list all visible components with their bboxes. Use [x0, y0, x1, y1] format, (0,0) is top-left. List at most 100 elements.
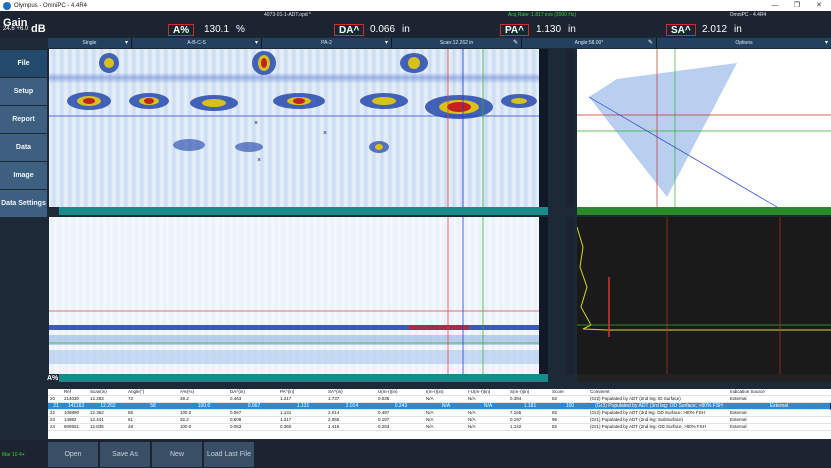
cscan-band	[49, 325, 548, 330]
readout-da[interactable]: DA^ 0.066 in	[334, 24, 484, 36]
column-header[interactable]: U(m-r)(in)	[378, 389, 398, 394]
angle-field[interactable]: Angle:58.00° ✎	[522, 38, 657, 48]
column-header[interactable]: Comment	[590, 389, 610, 394]
table-cell: (Gr2) Populated by ADT (2nd leg: ID Surf…	[590, 396, 681, 401]
beam-line	[588, 96, 778, 207]
cscan-horizontal-ruler[interactable]	[59, 374, 548, 382]
column-header[interactable]: Angle(°)	[128, 389, 145, 394]
column-header[interactable]: DA^(in)	[230, 389, 245, 394]
column-header[interactable]: S(m-r)(in)	[510, 389, 530, 394]
table-cell: 20	[50, 396, 56, 401]
minimize-button[interactable]: —	[771, 2, 779, 9]
table-cell: 0.394	[510, 396, 522, 401]
table-cell: 100	[565, 403, 575, 409]
window-title: Olympus - OmniPC - 4.4R4	[14, 2, 88, 9]
title-bar: Olympus - OmniPC - 4.4R4 — ❐ ✕	[0, 0, 831, 11]
table-cell: 58	[150, 403, 156, 409]
new-button[interactable]: New	[152, 442, 202, 467]
readout-a-percent[interactable]: A% 130.1 %	[168, 24, 318, 36]
table-cell: 1.131	[280, 410, 292, 415]
table-cell: 72	[128, 396, 134, 401]
cscan-image	[49, 217, 548, 374]
file-name: 4073-01-1-ADT.opd *	[264, 12, 311, 18]
column-header[interactable]	[48, 389, 62, 395]
table-cell: 1.181	[523, 403, 537, 409]
indication-marker[interactable]: ×	[257, 157, 261, 164]
group-select[interactable]: PA-2 ▾	[262, 38, 392, 48]
table-cell: N/A	[483, 403, 493, 409]
table-row[interactable]: 24 609551 12.835 48 100.0 0.053 0.360 1.415 0.25…	[48, 424, 831, 431]
sscan-horizontal-ruler[interactable]	[577, 207, 831, 215]
sidebar-item-file[interactable]: File	[0, 50, 47, 77]
column-header[interactable]: I-U(m-r)(in)	[468, 389, 491, 394]
options-select[interactable]: Options ▾	[657, 38, 831, 48]
table-row[interactable]: 22 109890 12.362 56 100.0 0.067 1.131 2.014 0.49…	[48, 410, 831, 417]
column-header[interactable]: SA^(in)	[328, 389, 343, 394]
close-button[interactable]: ✕	[816, 2, 822, 9]
load-last-file-button[interactable]: Load Last File	[204, 442, 254, 467]
ascan-view[interactable]	[577, 217, 831, 374]
readout-value: 0.066	[370, 24, 396, 35]
table-row[interactable]: 23 14982 12.441 61 32.2 0.609 1.317 2.055 0.197 N…	[48, 417, 831, 424]
layout-select[interactable]: Single ▾	[48, 38, 132, 48]
readout-key: SA^	[666, 24, 696, 36]
cscan-view[interactable]	[49, 217, 548, 374]
column-header[interactable]: Indication Source	[730, 389, 765, 394]
sidebar-item-image[interactable]: Image	[0, 162, 47, 189]
column-header[interactable]: PA^(in)	[280, 389, 295, 394]
maximize-button[interactable]: ❐	[793, 2, 801, 9]
acquisition-rate: Acq Rate: 1.817 in/s (2000 Hz)	[507, 12, 577, 18]
column-header[interactable]: Ref	[64, 389, 72, 394]
indication-marker[interactable]: ×	[254, 120, 258, 127]
cscan-vertical-ruler[interactable]	[539, 217, 548, 374]
ascan-vertical-ruler[interactable]	[566, 217, 575, 374]
scan-position-field[interactable]: Scan:12.262 in ✎	[392, 38, 522, 48]
chevron-down-icon: ▾	[384, 40, 388, 46]
readout-sa[interactable]: SA^ 2.012 in	[666, 24, 816, 36]
table-cell: 21	[53, 403, 59, 409]
sidebar-item-data-settings[interactable]: Data Settings	[0, 190, 47, 217]
bscan-vertical-ruler[interactable]	[539, 49, 548, 207]
table-cell: 1.131	[296, 403, 310, 409]
table-cell: 0.197	[378, 417, 390, 422]
sscan-view[interactable]	[577, 49, 831, 207]
table-cell: External	[730, 396, 747, 401]
table-cell: 1.415	[328, 424, 340, 429]
table-cell: 109890	[64, 410, 80, 415]
open-button[interactable]: Open	[48, 442, 98, 467]
column-header[interactable]: A%(%)	[180, 389, 195, 394]
column-header[interactable]: Scan(in)	[90, 389, 107, 394]
cscan-band	[49, 335, 548, 345]
table-cell: 100.0	[197, 403, 211, 409]
table-cell: N/A	[468, 396, 476, 401]
table-row[interactable]: 21 141163 12.262 58 100.0 0.067 1.131 2.014 0.24…	[48, 403, 831, 410]
save-as-button[interactable]: Save As	[100, 442, 150, 467]
sidebar-item-report[interactable]: Report	[0, 106, 47, 133]
cscan-band	[409, 325, 469, 330]
gain-control[interactable]: Gain 24.6 +6.0 dB	[3, 13, 46, 35]
column-header[interactable]: I(m-r)(in)	[426, 389, 444, 394]
readout-key: A%	[168, 24, 195, 36]
sidebar-item-data[interactable]: Data	[0, 134, 47, 161]
bscan-signal-band	[67, 51, 537, 153]
ascan-trace	[577, 226, 831, 331]
table-row[interactable]: 20 214030 12.283 72 39.2 0.463 1.217 1.737 0.035…	[48, 396, 831, 403]
table-cell: 12.835	[90, 424, 104, 429]
table-cell: 2.014	[328, 410, 340, 415]
readout-value: 130.1	[204, 24, 230, 35]
bscan-horizontal-ruler[interactable]	[59, 207, 548, 215]
ascan-horizontal-ruler[interactable]	[577, 374, 831, 382]
table-cell: 0.463	[230, 396, 242, 401]
table-cell: 82	[552, 424, 558, 429]
readout-value: 1.130	[536, 24, 562, 35]
sidebar-item-setup[interactable]: Setup	[0, 78, 47, 105]
readout-pa[interactable]: PA^ 1.130 in	[500, 24, 650, 36]
table-cell: 0.243	[394, 403, 408, 409]
readout-unit: in	[568, 24, 576, 35]
indication-marker[interactable]: ×	[323, 130, 327, 137]
bscan-view[interactable]: × × ×	[49, 49, 548, 207]
column-header[interactable]: Score	[552, 389, 564, 394]
sscan-vertical-ruler[interactable]	[566, 49, 575, 207]
view-select[interactable]: A-B-C-S ▾	[132, 38, 262, 48]
indication-table[interactable]: Ref Scan(in) Angle(°) A%(%) DA^(in) PA^(in) SA…	[48, 389, 831, 439]
